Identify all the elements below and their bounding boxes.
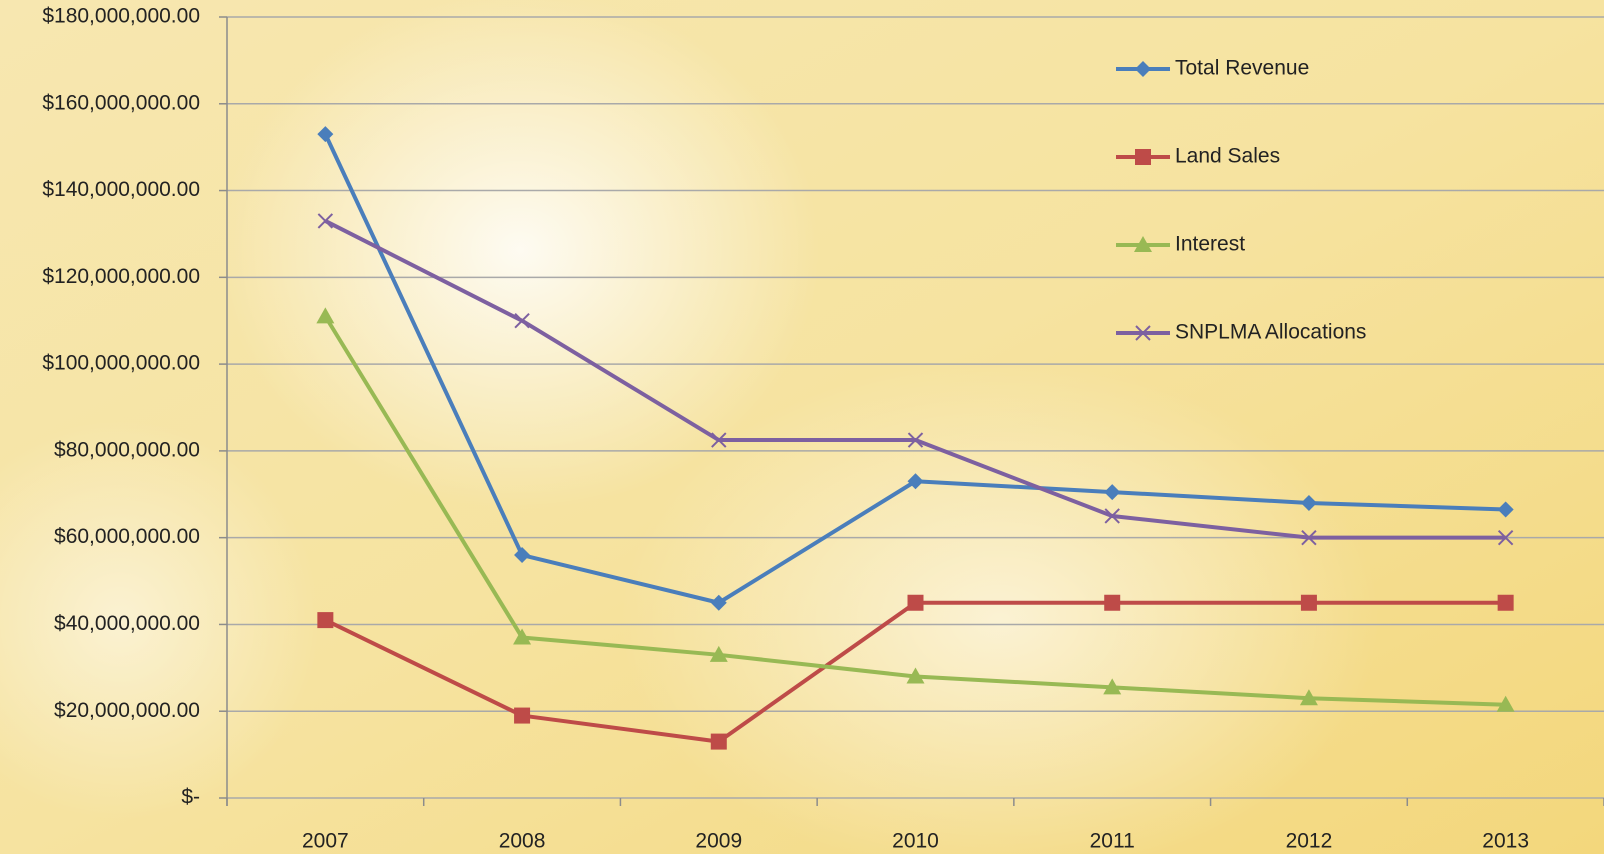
y-tick-label: $160,000,000.00 [42, 91, 200, 114]
marker [1301, 595, 1317, 611]
y-tick-label: $40,000,000.00 [54, 612, 200, 635]
y-tick-label: $20,000,000.00 [54, 699, 200, 722]
marker [711, 734, 727, 750]
x-tick-label: 2011 [1090, 830, 1135, 853]
legend-label: Interest [1175, 233, 1245, 256]
chart: Total Revenue Land Sales Interest SNPLMA Al… [0, 0, 1604, 854]
legend-label: Total Revenue [1175, 57, 1309, 80]
y-tick-label: $80,000,000.00 [54, 438, 200, 461]
x-tick-label: 2013 [1482, 830, 1529, 853]
marker [317, 612, 333, 628]
x-tick-label: 2007 [302, 830, 349, 853]
legend-label: Land Sales [1175, 145, 1280, 168]
y-tick-label: $60,000,000.00 [54, 525, 200, 548]
background-glow [220, 0, 820, 510]
y-tick-label: $180,000,000.00 [42, 5, 200, 28]
x-tick-label: 2008 [499, 830, 546, 853]
marker [1104, 595, 1120, 611]
y-tick-label: $100,000,000.00 [42, 352, 200, 375]
y-tick-label: $120,000,000.00 [42, 265, 200, 288]
x-tick-label: 2009 [695, 830, 742, 853]
y-tick-label: $140,000,000.00 [42, 178, 200, 201]
x-tick-label: 2010 [892, 830, 939, 853]
marker [514, 708, 530, 724]
marker [908, 595, 924, 611]
legend-label: SNPLMA Allocations [1175, 321, 1366, 344]
legend-marker [1135, 149, 1151, 165]
x-tick-label: 2012 [1286, 830, 1333, 853]
y-tick-label: $- [181, 786, 200, 809]
marker [1498, 595, 1514, 611]
